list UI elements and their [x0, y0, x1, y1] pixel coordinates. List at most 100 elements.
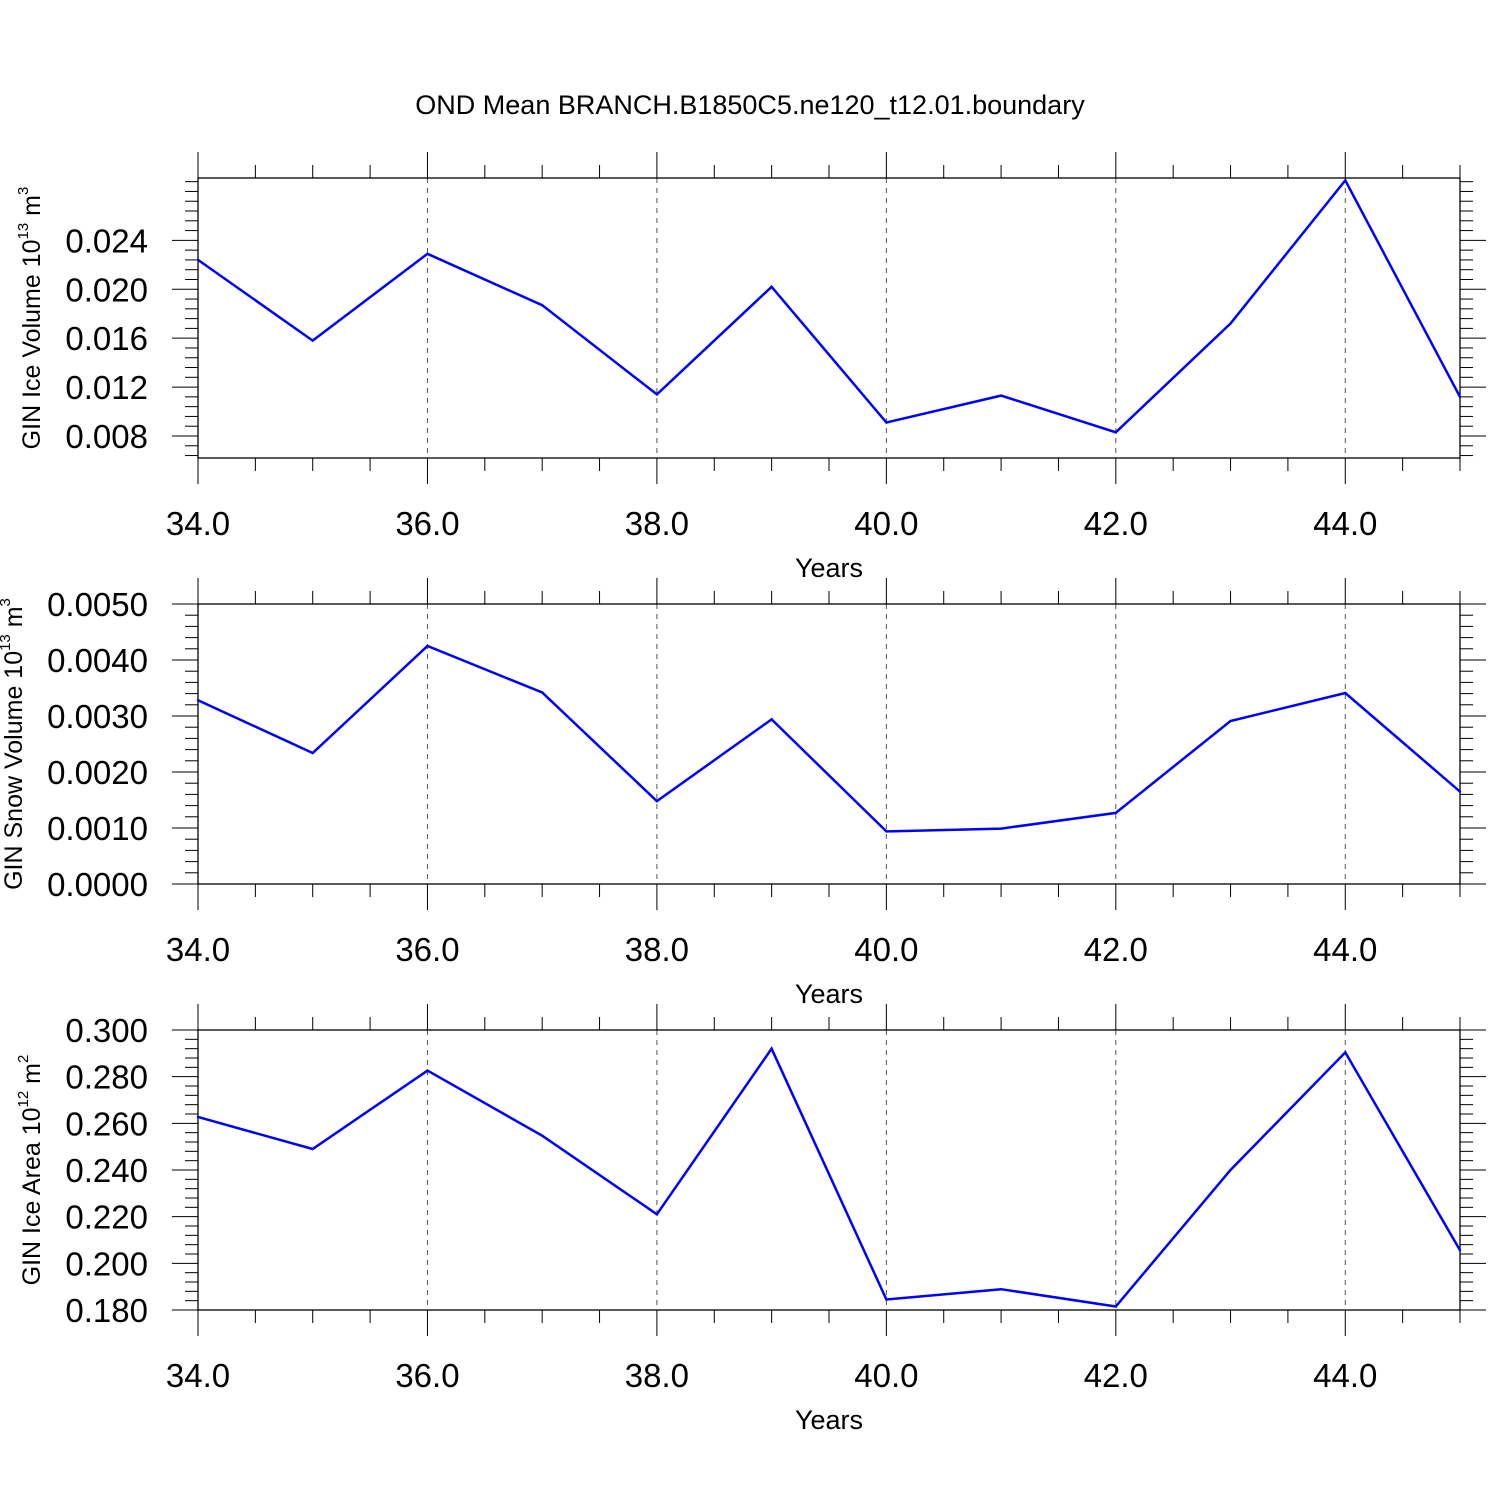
y-axis-title-unit: m — [18, 195, 46, 223]
x-tick-label: 44.0 — [1313, 505, 1377, 542]
y-tick-label: 0.220 — [65, 1199, 148, 1236]
data-point — [1114, 431, 1118, 434]
series-line — [198, 178, 1460, 434]
panel-2: 34.0 36.0 38.0 40.0 42.0 44.0 0.0000 0.0010 0.00… — [0, 578, 1486, 1009]
y-tick-label: 0.008 — [65, 418, 148, 455]
data-point — [655, 799, 659, 803]
y-tick-label: 0.024 — [65, 222, 148, 259]
data-point — [770, 1047, 773, 1050]
data-point — [1229, 1168, 1232, 1172]
x-axis-title: Years — [795, 1405, 863, 1435]
data-point — [311, 1147, 314, 1151]
data-point — [540, 691, 544, 694]
y-axis-title-unit-exp: 3 — [0, 598, 14, 606]
data-point — [885, 830, 888, 833]
data-point — [999, 1288, 1003, 1291]
y-axis-title-exp: 12 — [15, 1091, 32, 1108]
y-axis-title-base: GIN Snow Volume 10 — [0, 651, 28, 890]
y-axis-title-base: GIN Ice Area 10 — [18, 1107, 46, 1285]
y-tick-label: 0.260 — [65, 1105, 148, 1142]
y-axis-title-base: GIN Ice Volume 10 — [18, 239, 46, 449]
plot-frame — [197, 1029, 1461, 1311]
y-axis-title-unit: m — [0, 606, 28, 634]
data-point — [1344, 691, 1347, 695]
x-tick-label: 44.0 — [1313, 1357, 1377, 1394]
data-point — [426, 252, 429, 256]
data-point — [770, 718, 773, 721]
data-point — [1344, 179, 1347, 182]
data-point — [1344, 1051, 1347, 1054]
data-point — [999, 394, 1003, 397]
data-point — [311, 339, 314, 342]
plot-frame — [197, 177, 1461, 459]
data-point — [1229, 719, 1232, 723]
x-tick-label: 36.0 — [395, 931, 459, 968]
x-tick-label: 34.0 — [166, 505, 230, 542]
y-tick-label: 0.0040 — [47, 642, 148, 679]
chart-title: OND Mean BRANCH.B1850C5.ne120_t12.01.bou… — [415, 90, 1085, 120]
x-tick-label: 38.0 — [625, 1357, 689, 1394]
data-point — [426, 1069, 429, 1072]
y-tick-label: 0.180 — [65, 1292, 148, 1329]
x-tick-label: 40.0 — [854, 931, 918, 968]
y-tick-label: 0.012 — [65, 369, 148, 406]
data-point — [196, 699, 200, 702]
y-axis-title-unit-exp: 3 — [15, 187, 32, 195]
y-tick-label: 0.020 — [65, 271, 148, 308]
data-point — [426, 644, 429, 648]
data-point — [540, 303, 544, 307]
x-tick-label: 42.0 — [1084, 505, 1148, 542]
y-tick-label: 0.0020 — [47, 754, 148, 791]
data-point — [1458, 395, 1462, 399]
data-point — [196, 1115, 200, 1119]
x-tick-label: 34.0 — [166, 1357, 230, 1394]
x-tick-label: 44.0 — [1313, 931, 1377, 968]
x-tick-label: 40.0 — [854, 1357, 918, 1394]
series-line — [198, 1046, 1460, 1308]
y-tick-label: 0.300 — [65, 1012, 148, 1049]
data-point — [885, 421, 888, 424]
plot-frame — [197, 603, 1461, 885]
data-point — [196, 258, 200, 262]
data-point — [1458, 1249, 1462, 1252]
y-tick-label: 0.200 — [65, 1245, 148, 1282]
x-tick-label: 36.0 — [395, 505, 459, 542]
data-point — [655, 393, 659, 396]
y-tick-label: 0.016 — [65, 320, 148, 357]
data-point — [999, 827, 1003, 830]
x-tick-label: 40.0 — [854, 505, 918, 542]
y-tick-label: 0.240 — [65, 1152, 148, 1189]
x-tick-label: 42.0 — [1084, 1357, 1148, 1394]
x-tick-label: 42.0 — [1084, 931, 1148, 968]
x-tick-label: 36.0 — [395, 1357, 459, 1394]
panel-3: 34.0 36.0 38.0 40.0 42.0 44.0 0.180 0.200 0.220 0… — [15, 1004, 1486, 1435]
data-point — [655, 1213, 659, 1216]
y-tick-label: 0.0050 — [47, 586, 148, 623]
data-point — [885, 1298, 888, 1301]
panel-1: 34.0 36.0 38.0 40.0 42.0 44.0 0.008 0.012 0.016 0… — [15, 152, 1486, 583]
x-tick-label: 34.0 — [166, 931, 230, 968]
data-point — [1114, 811, 1118, 815]
data-point — [770, 285, 773, 289]
x-tick-label: 38.0 — [625, 505, 689, 542]
series-line — [198, 644, 1460, 833]
y-axis-title-unit: m — [18, 1063, 46, 1091]
y-tick-label: 0.0000 — [47, 866, 148, 903]
data-point — [540, 1134, 544, 1137]
y-axis-title: GIN Ice Area 1012 m2 — [15, 1055, 46, 1286]
y-axis-title-exp: 13 — [15, 223, 32, 240]
y-tick-label: 0.0030 — [47, 698, 148, 735]
y-tick-label: 0.280 — [65, 1059, 148, 1096]
y-axis-title: GIN Ice Volume 1013 m3 — [15, 187, 46, 450]
x-tick-label: 38.0 — [625, 931, 689, 968]
x-axis-title: Years — [795, 979, 863, 1009]
y-axis-title-unit-exp: 2 — [15, 1055, 32, 1063]
data-point — [311, 751, 314, 755]
y-axis-title: GIN Snow Volume 1013 m3 — [0, 598, 28, 890]
data-point — [1114, 1305, 1118, 1308]
data-point — [1229, 322, 1232, 325]
y-axis-title-exp: 13 — [0, 634, 14, 651]
data-point — [1458, 790, 1462, 793]
x-axis-title: Years — [795, 553, 863, 583]
